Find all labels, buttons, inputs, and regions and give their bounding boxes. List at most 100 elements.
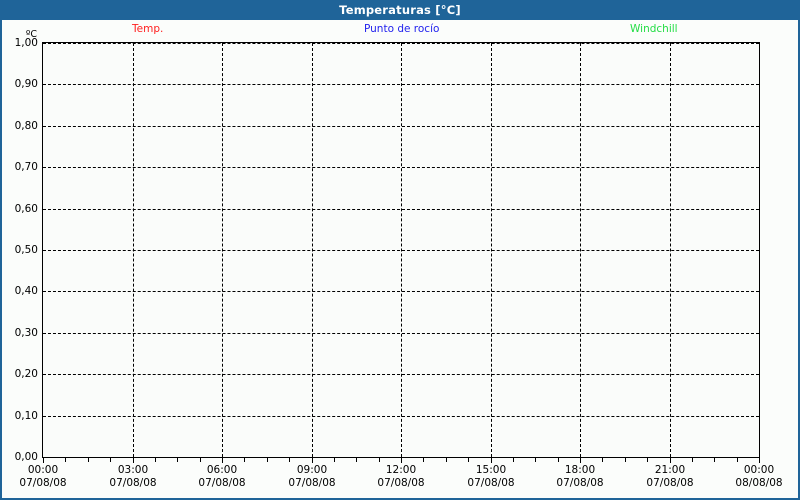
x-axis-tick-label: 21:00 07/08/08 (646, 464, 693, 490)
x-axis-tick-date: 07/08/08 (19, 477, 67, 489)
y-axis-tick-label: 0,80 (14, 120, 38, 132)
grid-line-horizontal (43, 291, 759, 292)
grid-line-vertical (670, 43, 671, 457)
x-axis-minor-tick (535, 458, 536, 462)
y-axis-unit-label: ºC (25, 29, 37, 40)
x-axis-minor-tick (647, 458, 648, 462)
legend-item-dew-point[interactable]: Punto de rocío (364, 23, 440, 35)
x-axis-tick-label: 09:00 07/08/08 (288, 464, 335, 490)
x-axis-tick-date: 07/08/08 (646, 477, 694, 489)
x-axis-tick-time: 09:00 (296, 464, 328, 476)
y-axis-tick-label: 0,20 (14, 368, 38, 380)
window-title-bar: Temperaturas [°C] (0, 0, 800, 20)
y-axis-tick-label: 0,50 (14, 244, 38, 256)
grid-line-vertical (580, 43, 581, 457)
grid-line-horizontal (43, 209, 759, 210)
chart-legend: Temp. Punto de rocío Windchill (2, 20, 798, 40)
x-axis-tick-time: 18:00 (564, 464, 596, 476)
grid-line-horizontal (43, 374, 759, 375)
x-axis-tick-date: 07/08/08 (109, 477, 157, 489)
grid-line-horizontal (43, 416, 759, 417)
x-axis-tick-date: 07/08/08 (288, 477, 336, 489)
x-axis-tick-time: 00:00 (27, 464, 59, 476)
x-axis-minor-tick (602, 458, 603, 462)
y-axis-tick-label: 0,40 (14, 285, 38, 297)
x-axis-minor-tick (379, 458, 380, 462)
x-axis-tick-time: 03:00 (117, 464, 149, 476)
x-axis-tick-label: 00:00 08/08/08 (735, 464, 782, 490)
x-axis-tick (580, 458, 581, 463)
x-axis: 00:00 07/08/08 03:00 07/08/08 06:00 07/08/08 0… (19, 458, 783, 500)
grid-line-horizontal (43, 250, 759, 251)
plot-area (42, 42, 760, 458)
x-axis-tick (401, 458, 402, 463)
x-axis-tick (43, 458, 44, 463)
grid-line-vertical (312, 43, 313, 457)
x-axis-tick-label: 12:00 07/08/08 (377, 464, 424, 490)
grid-line-horizontal (43, 43, 759, 44)
x-axis-minor-tick (334, 458, 335, 462)
y-axis-tick-label: 0,30 (14, 327, 38, 339)
x-axis-tick (312, 458, 313, 463)
y-axis-tick-label: 0,70 (14, 161, 38, 173)
x-axis-minor-tick (88, 458, 89, 462)
x-axis-tick (670, 458, 671, 463)
x-axis-tick-label: 18:00 07/08/08 (556, 464, 603, 490)
grid-line-horizontal (43, 84, 759, 85)
grid-line-horizontal (43, 333, 759, 334)
y-axis-tick-label: 0,00 (14, 451, 38, 463)
x-axis-tick-time: 12:00 (385, 464, 417, 476)
grid-line-horizontal (43, 126, 759, 127)
y-axis-tick-label: 0,90 (14, 78, 38, 90)
x-axis-tick (759, 458, 760, 463)
x-axis-minor-tick (200, 458, 201, 462)
grid-line-vertical (133, 43, 134, 457)
y-axis-tick-label: 1,00 (14, 37, 38, 49)
x-axis-minor-tick (356, 458, 357, 462)
x-axis-minor-tick (714, 458, 715, 462)
grid-line-vertical (401, 43, 402, 457)
x-axis-tick (491, 458, 492, 463)
x-axis-tick-label: 00:00 07/08/08 (19, 464, 66, 490)
y-axis-tick-label: 0,60 (14, 203, 38, 215)
x-axis-tick (133, 458, 134, 463)
x-axis-tick-date: 08/08/08 (735, 477, 783, 489)
x-axis-tick-label: 15:00 07/08/08 (467, 464, 514, 490)
x-axis-tick-date: 07/08/08 (467, 477, 515, 489)
x-axis-tick-time: 00:00 (743, 464, 775, 476)
x-axis-minor-tick (65, 458, 66, 462)
grid-line-vertical (222, 43, 223, 457)
x-axis-tick (222, 458, 223, 463)
x-axis-minor-tick (423, 458, 424, 462)
x-axis-tick-time: 06:00 (206, 464, 238, 476)
legend-item-temp[interactable]: Temp. (132, 23, 164, 35)
x-axis-minor-tick (289, 458, 290, 462)
x-axis-minor-tick (737, 458, 738, 462)
x-axis-tick-label: 03:00 07/08/08 (109, 464, 156, 490)
x-axis-minor-tick (625, 458, 626, 462)
grid-line-vertical (491, 43, 492, 457)
x-axis-minor-tick (446, 458, 447, 462)
x-axis-tick-label: 06:00 07/08/08 (198, 464, 245, 490)
x-axis-tick-date: 07/08/08 (556, 477, 604, 489)
x-axis-minor-tick (468, 458, 469, 462)
page-title: Temperaturas [°C] (339, 3, 461, 17)
x-axis-tick-time: 21:00 (654, 464, 686, 476)
legend-item-windchill[interactable]: Windchill (630, 23, 678, 35)
x-axis-tick-date: 07/08/08 (198, 477, 246, 489)
x-axis-tick-date: 07/08/08 (377, 477, 425, 489)
x-axis-minor-tick (558, 458, 559, 462)
x-axis-tick-time: 15:00 (475, 464, 507, 476)
x-axis-minor-tick (692, 458, 693, 462)
x-axis-minor-tick (267, 458, 268, 462)
x-axis-minor-tick (110, 458, 111, 462)
grid-line-horizontal (43, 167, 759, 168)
x-axis-minor-tick (513, 458, 514, 462)
y-axis-tick-label: 0,10 (14, 410, 38, 422)
x-axis-minor-tick (155, 458, 156, 462)
y-axis: ºC 0,00 0,10 0,20 0,30 0,40 0,50 0,60 0,70 0,80 0… (2, 29, 42, 463)
plot-wrapper (42, 42, 760, 458)
x-axis-minor-tick (177, 458, 178, 462)
x-axis-minor-tick (244, 458, 245, 462)
